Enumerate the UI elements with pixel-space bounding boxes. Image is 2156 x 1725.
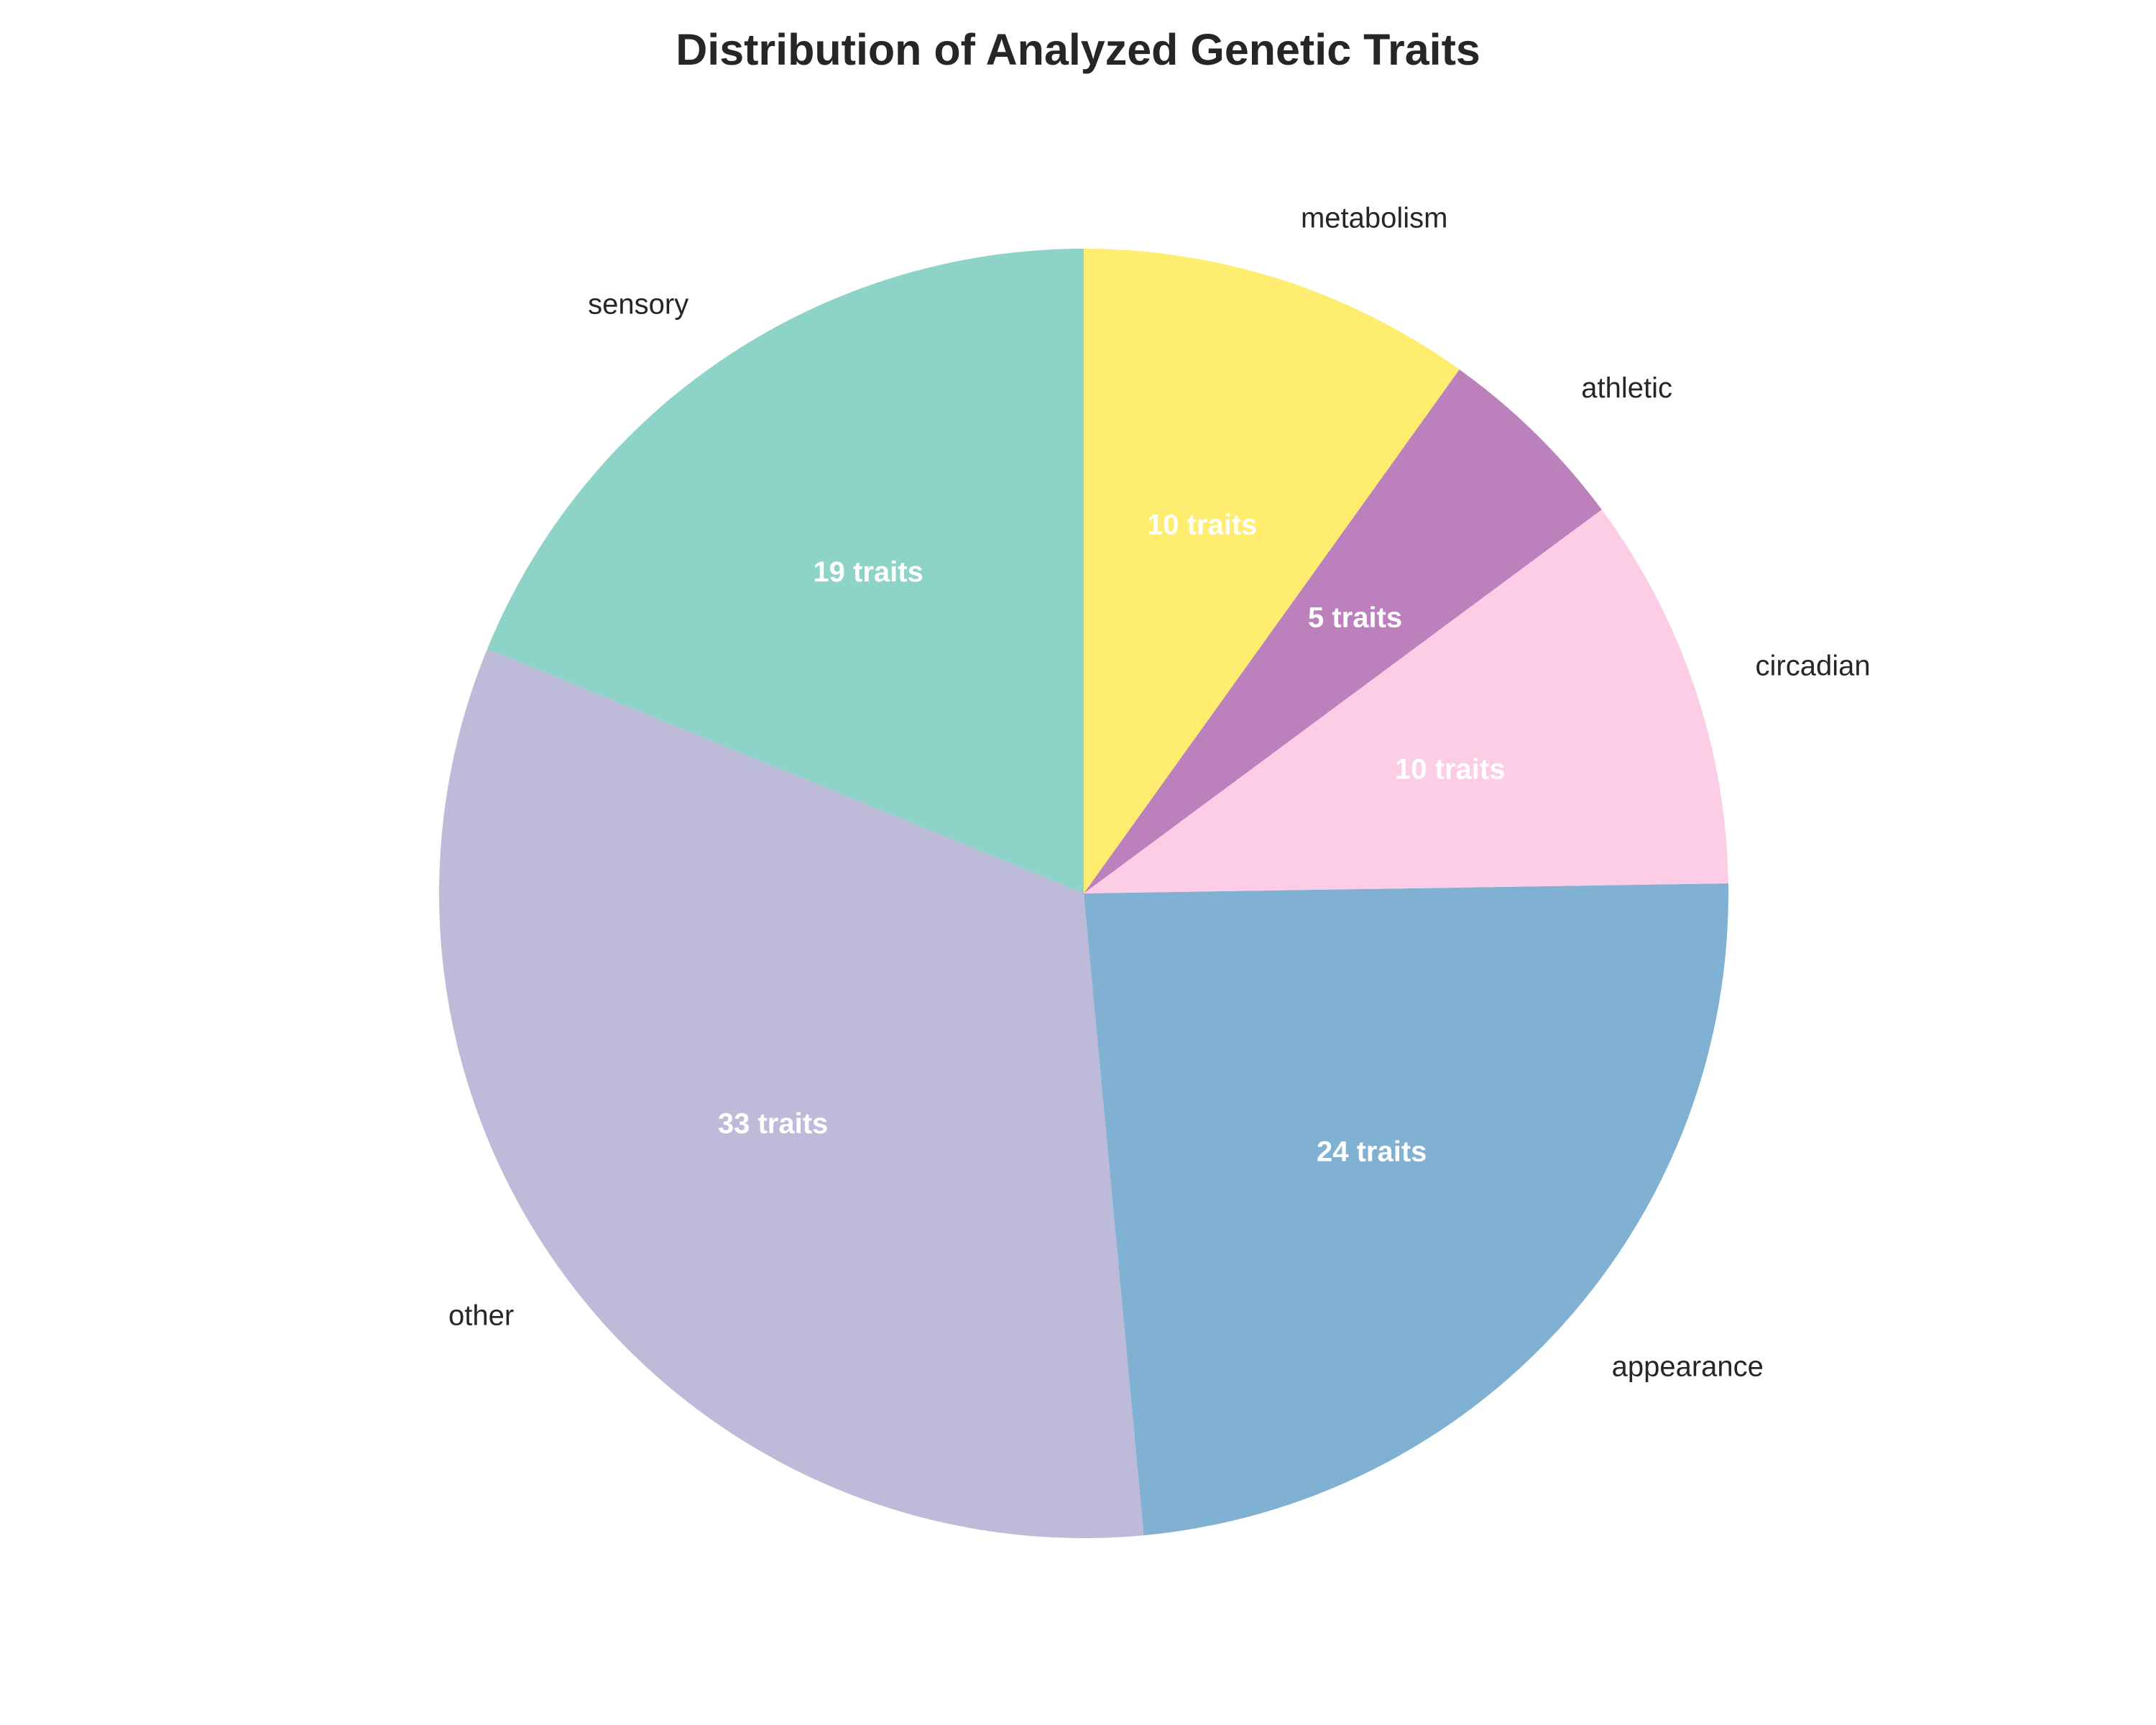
pie-slice-athletic: [1084, 369, 1602, 893]
pie-slice-other: [439, 648, 1144, 1538]
pie-slice-appearance: [1084, 883, 1728, 1536]
value-label-metabolism: 10 traits: [1147, 510, 1257, 541]
pie-slice-circadian: [1084, 510, 1728, 893]
value-label-circadian: 10 traits: [1395, 753, 1505, 785]
value-label-athletic: 5 traits: [1308, 602, 1402, 633]
pie-slice-sensory: [487, 249, 1084, 893]
chart-title: Distribution of Analyzed Genetic Traits: [676, 25, 1480, 74]
slice-label-other: other: [448, 1300, 514, 1331]
slice-label-appearance: appearance: [1612, 1351, 1764, 1383]
slice-label-metabolism: metabolism: [1301, 203, 1448, 234]
pie-slice-metabolism: [1084, 249, 1460, 893]
value-label-sensory: 19 traits: [813, 556, 923, 588]
slice-label-circadian: circadian: [1756, 650, 1871, 681]
value-label-appearance: 24 traits: [1317, 1136, 1427, 1167]
slice-label-athletic: athletic: [1581, 372, 1672, 404]
value-label-other: 33 traits: [718, 1108, 828, 1139]
slice-label-sensory: sensory: [588, 289, 688, 321]
